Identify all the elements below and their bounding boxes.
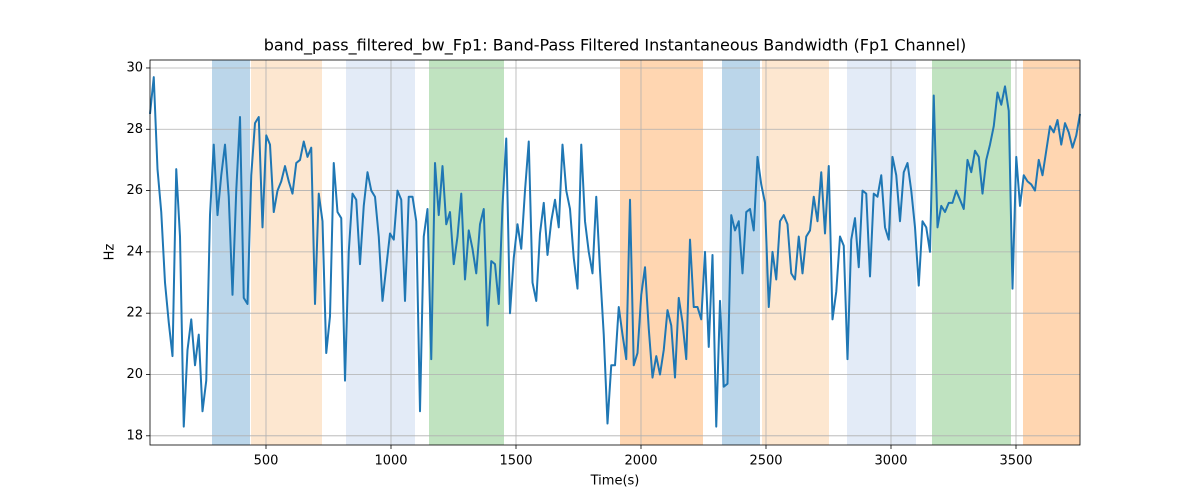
x-axis-label: Time(s) bbox=[590, 474, 640, 489]
y-tick-label: 22 bbox=[126, 306, 143, 321]
y-tick-label: 24 bbox=[126, 244, 143, 259]
data-line bbox=[149, 76, 1081, 428]
y-axis-label: Hz bbox=[103, 244, 118, 261]
y-tick-label: 28 bbox=[126, 122, 143, 137]
plot-frame bbox=[149, 59, 1081, 446]
x-tick-label: 500 bbox=[254, 454, 279, 469]
shaded-span bbox=[932, 60, 1011, 445]
x-tick-label: 2000 bbox=[624, 454, 657, 469]
x-tick-label: 2500 bbox=[749, 454, 782, 469]
x-tick-label: 3500 bbox=[999, 454, 1032, 469]
chart-title: band_pass_filtered_bw_Fp1: Band-Pass Fil… bbox=[264, 36, 967, 56]
shaded-span bbox=[251, 60, 322, 445]
x-tick-label: 1000 bbox=[374, 454, 407, 469]
y-tick-label: 26 bbox=[126, 183, 143, 198]
y-tick-label: 18 bbox=[126, 428, 143, 443]
x-tick-label: 3000 bbox=[874, 454, 907, 469]
y-tick-label: 20 bbox=[126, 367, 143, 382]
y-tick-label: 30 bbox=[126, 60, 143, 75]
x-tick-label: 1500 bbox=[499, 454, 532, 469]
shaded-span bbox=[1023, 60, 1080, 445]
